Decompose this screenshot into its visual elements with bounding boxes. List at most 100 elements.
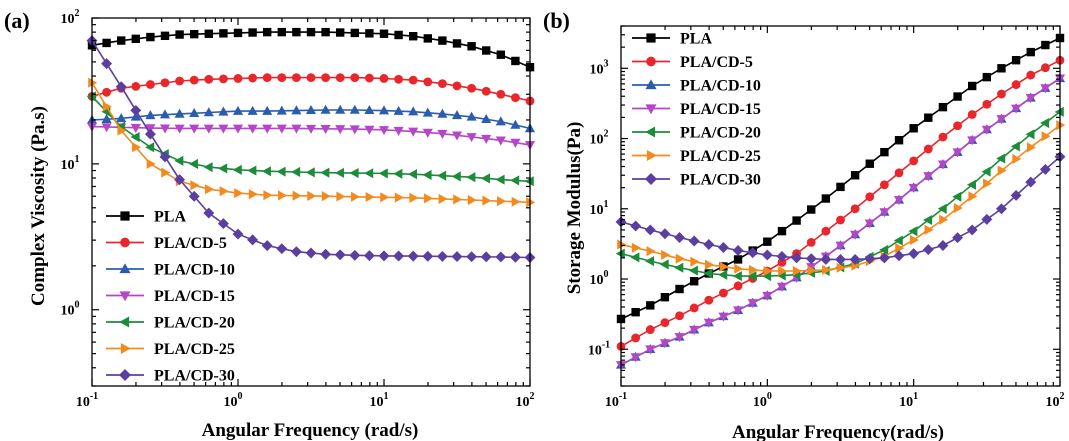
data-point <box>130 111 141 121</box>
data-point <box>806 237 816 247</box>
data-point <box>291 124 302 134</box>
x-tick-label: 10-1 <box>76 391 98 410</box>
data-point <box>408 127 419 137</box>
panel-b-y-axis-title: Storage Modulus(Pa) <box>564 122 585 295</box>
data-point <box>835 253 846 265</box>
legend-swatch-marker <box>645 79 657 90</box>
data-point <box>703 318 714 328</box>
data-point <box>437 108 448 118</box>
data-point <box>762 271 772 282</box>
legend-label: PLA/CD-30 <box>154 368 235 385</box>
series-pla-cd-15 <box>86 122 536 151</box>
y-tick-label: 100 <box>590 269 609 288</box>
data-point <box>394 74 404 84</box>
data-point <box>997 89 1006 99</box>
data-point <box>1012 153 1022 164</box>
data-point <box>320 167 330 178</box>
data-point <box>1025 129 1035 140</box>
data-point <box>924 224 934 235</box>
data-point <box>1026 47 1035 57</box>
y-tick-exponent: 2 <box>75 8 80 19</box>
data-point <box>645 256 655 267</box>
data-point <box>688 265 698 276</box>
data-point <box>952 232 964 244</box>
data-point <box>290 246 302 258</box>
data-point <box>247 105 258 115</box>
data-point <box>747 271 757 282</box>
data-point <box>379 29 389 38</box>
data-point <box>481 134 492 144</box>
data-point <box>321 73 331 83</box>
data-point <box>276 243 288 255</box>
data-point <box>630 252 640 263</box>
data-point <box>480 173 490 184</box>
data-point <box>1026 70 1036 80</box>
data-point <box>247 165 257 176</box>
data-point <box>482 195 492 206</box>
data-point <box>334 249 346 261</box>
data-point <box>189 107 200 117</box>
legend-item: PLA <box>106 209 186 226</box>
data-point <box>983 178 993 189</box>
panel-b-label: (b) <box>543 8 570 33</box>
data-point <box>174 124 185 134</box>
data-point <box>1040 63 1050 73</box>
legend: PLA PLA/CD-5 PLA/CD-10 PLA/CD-15 PLA/CD-20 PL… <box>632 31 761 189</box>
data-point <box>909 156 919 166</box>
data-point <box>248 189 258 200</box>
data-point <box>262 105 273 115</box>
data-point <box>733 306 744 316</box>
legend-item: PLA/CD-5 <box>632 54 753 71</box>
data-point <box>495 116 506 126</box>
data-point <box>879 208 890 218</box>
data-point <box>791 252 803 264</box>
series-pla-cd-30 <box>86 35 536 263</box>
data-point <box>291 73 301 83</box>
legend-swatch-marker <box>119 263 131 274</box>
data-point <box>261 166 271 177</box>
data-point <box>674 232 685 243</box>
legend-item: PLA/CD-15 <box>632 101 761 118</box>
data-point <box>321 27 330 37</box>
data-point <box>937 240 949 251</box>
data-point <box>320 124 331 135</box>
data-point <box>130 131 140 143</box>
data-point <box>262 124 273 134</box>
data-point <box>466 111 477 121</box>
data-point <box>321 191 331 202</box>
data-point <box>437 129 448 139</box>
data-point <box>703 239 715 250</box>
data-point <box>481 113 492 123</box>
data-point <box>407 169 417 180</box>
legend-item: PLA/CD-10 <box>106 262 235 279</box>
data-point <box>937 160 948 170</box>
data-point <box>467 42 476 51</box>
series-pla-cd-5 <box>616 55 1065 351</box>
data-point <box>277 73 287 83</box>
data-point <box>276 124 287 134</box>
legend-item: PLA/CD-30 <box>632 172 761 189</box>
data-point <box>102 101 112 112</box>
panel-b-x-axis-title: Angular Frequency(rad/s) <box>732 422 944 441</box>
data-point <box>203 207 215 219</box>
legend-swatch-marker <box>120 211 130 221</box>
data-point <box>203 107 214 117</box>
data-point <box>778 265 788 277</box>
data-point <box>996 153 1006 164</box>
data-point <box>335 125 346 135</box>
data-point <box>776 250 788 262</box>
y-tick-label: 10-1 <box>588 339 610 358</box>
y-tick-exponent: -1 <box>602 339 610 350</box>
x-tick-label: 101 <box>370 391 389 410</box>
data-point <box>276 166 286 177</box>
data-point <box>205 184 215 195</box>
data-point <box>146 158 156 169</box>
data-point <box>102 87 112 97</box>
data-point <box>510 138 521 148</box>
data-point <box>436 250 448 262</box>
data-point <box>350 73 360 83</box>
data-point <box>466 133 477 143</box>
data-point <box>190 180 200 191</box>
data-point <box>276 105 287 115</box>
data-point <box>631 242 641 253</box>
